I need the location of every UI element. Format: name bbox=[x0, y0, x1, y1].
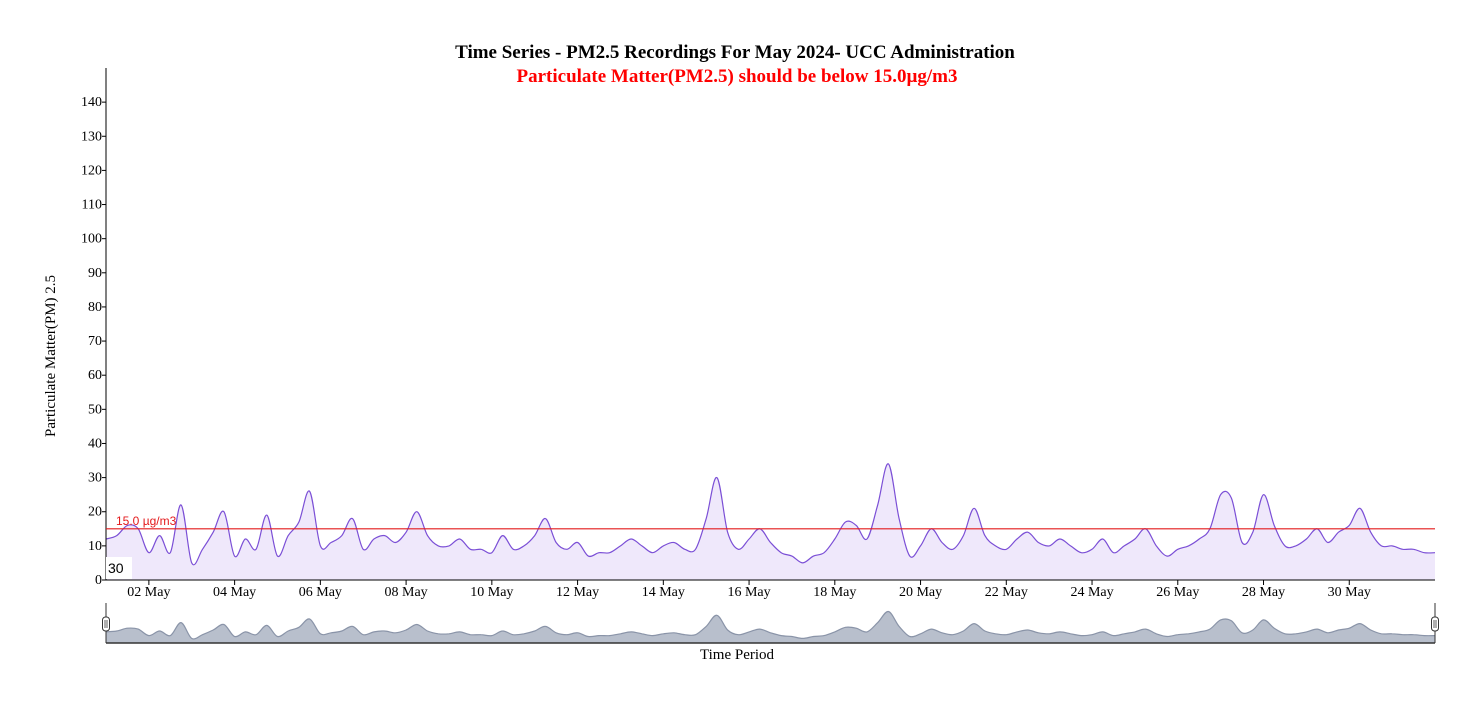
y-tick-label: 120 bbox=[81, 163, 102, 178]
x-tick-label: 18 May bbox=[813, 585, 856, 600]
y-tick-label: 110 bbox=[82, 198, 102, 213]
chart-subtitle: Particulate Matter(PM2.5) should be belo… bbox=[516, 66, 957, 87]
x-tick-label: 04 May bbox=[213, 585, 256, 600]
y-axis: 0 10 20 30 40 50 60 70 80 90 100 110 120 130 140 bbox=[81, 68, 107, 588]
zoom-badge-layer: 30 bbox=[106, 557, 132, 579]
y-tick-label: 30 bbox=[88, 471, 102, 486]
y-tick-label: 90 bbox=[88, 266, 102, 281]
x-tick-label: 20 May bbox=[899, 585, 942, 600]
series-area bbox=[106, 463, 1435, 580]
y-tick-label: 80 bbox=[88, 300, 102, 315]
zoom-badge bbox=[106, 557, 132, 579]
chart-title: Time Series - PM2.5 Recordings For May 2… bbox=[455, 42, 1015, 63]
x-tick-label: 26 May bbox=[1156, 585, 1199, 600]
y-axis-label: Particulate Matter(PM) 2.5 bbox=[43, 275, 59, 437]
x-tick-label: 14 May bbox=[642, 585, 685, 600]
brush-left-handle[interactable] bbox=[102, 616, 110, 632]
y-tick-label: 130 bbox=[81, 129, 102, 144]
x-tick-label: 06 May bbox=[299, 585, 342, 600]
y-tick-label: 140 bbox=[81, 95, 102, 110]
x-tick-label: 02 May bbox=[127, 585, 170, 600]
threshold-layer: 15.0 µg/m3 bbox=[106, 514, 1435, 530]
x-tick-label: 10 May bbox=[470, 585, 513, 600]
plot-area[interactable] bbox=[105, 463, 1436, 580]
x-tick-label: 22 May bbox=[985, 585, 1028, 600]
y-tick-label: 100 bbox=[81, 232, 102, 247]
x-tick-label: 30 May bbox=[1328, 585, 1371, 600]
brush-area bbox=[106, 611, 1435, 643]
x-tick-label: 28 May bbox=[1242, 585, 1285, 600]
y-tick-label: 20 bbox=[88, 505, 102, 520]
x-tick-label: 12 May bbox=[556, 585, 599, 600]
series-line bbox=[105, 463, 1436, 566]
x-tick-label: 16 May bbox=[727, 585, 770, 600]
y-tick-label: 70 bbox=[88, 334, 102, 349]
y-tick-label: 50 bbox=[88, 402, 102, 417]
y-tick-label: 10 bbox=[88, 539, 102, 554]
y-tick-label: 40 bbox=[88, 436, 102, 451]
range-brush[interactable] bbox=[102, 603, 1439, 644]
x-axis-label: Time Period bbox=[700, 647, 775, 663]
y-tick-label: 0 bbox=[95, 573, 102, 588]
x-tick-label: 08 May bbox=[385, 585, 428, 600]
zoom-badge-text: 30 bbox=[108, 560, 124, 576]
x-tick-label: 24 May bbox=[1070, 585, 1113, 600]
brush-line bbox=[105, 610, 1436, 640]
x-axis: 02 May 04 May 06 May 08 May 10 May 12 May 14 M… bbox=[106, 579, 1435, 600]
y-tick-label: 60 bbox=[88, 368, 102, 383]
threshold-label: 15.0 µg/m3 bbox=[116, 514, 177, 528]
brush-right-handle[interactable] bbox=[1431, 616, 1439, 632]
